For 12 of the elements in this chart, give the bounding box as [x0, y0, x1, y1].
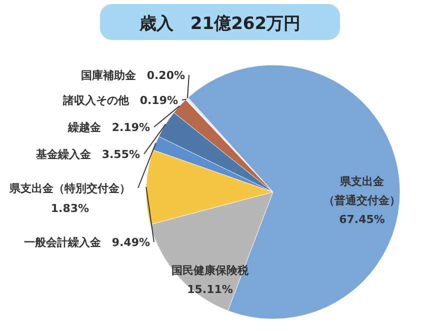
slice-label: 国民健康保険税: [172, 264, 250, 277]
data-label: 15.11%: [187, 283, 233, 296]
slice-label: 諸収入その他 0.19%: [62, 94, 178, 107]
data-label: 1.83%: [50, 202, 90, 215]
data-label: 67.45%: [339, 213, 385, 226]
slice-label: 県支出金（普通交付金）: [324, 175, 400, 207]
chart-title: 歳入 21億262万円: [138, 14, 301, 34]
slice-label: 一般会計繰入金 9.49%: [24, 236, 150, 249]
slice-label: 国庫補助金 0.20%: [80, 69, 185, 82]
slice-label: 繰越金 2.19%: [66, 121, 150, 134]
slice-label: 県支出金（特別交付金）: [8, 182, 130, 195]
slice-label: 基金繰入金 3.55%: [34, 148, 140, 161]
